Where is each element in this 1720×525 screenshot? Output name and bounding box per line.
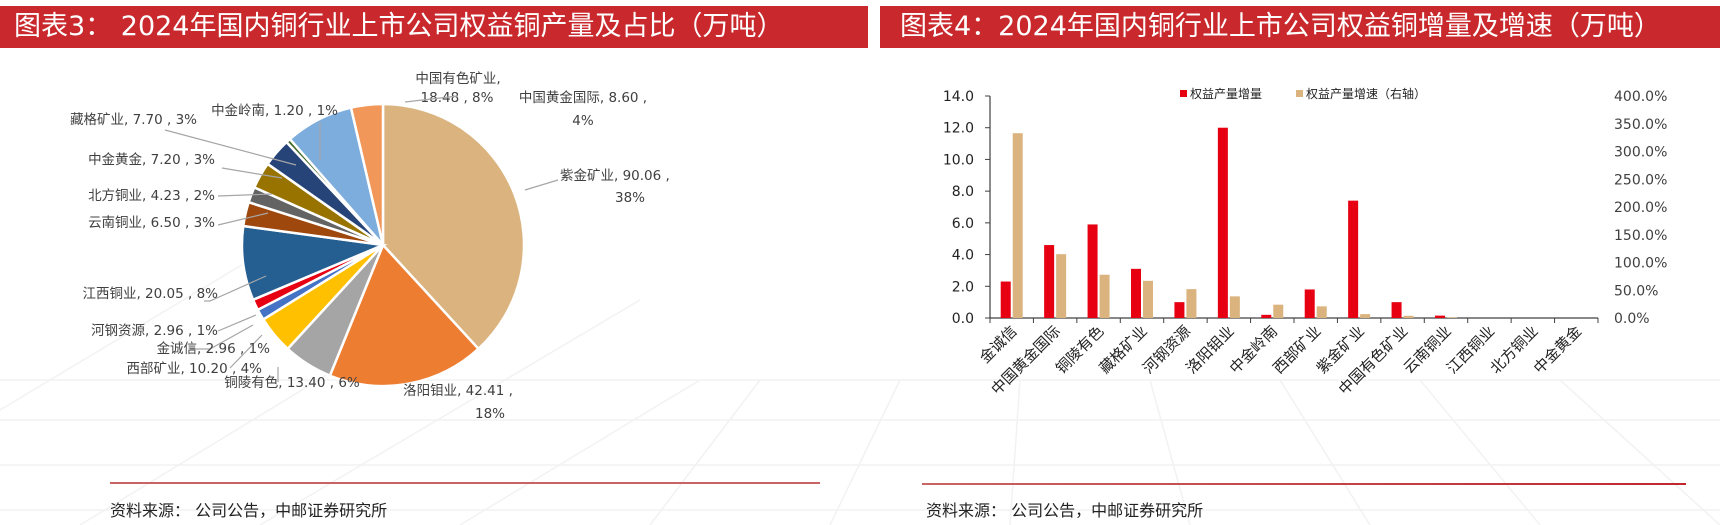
bar-increment [1304,289,1315,318]
leader-line [204,275,267,302]
y2-tick-label: 350.0% [1614,117,1667,133]
leader-line [229,334,263,369]
y-tick-label: 4.0 [952,248,974,264]
pie-data-label: 中金黄金, 7.20 , 3% [88,152,215,168]
leader-line [221,167,283,179]
background-grid [0,199,1720,525]
bar-increment [1174,302,1185,318]
source-note: 资料来源： 公司公告，中邮证券研究所 [110,501,388,520]
pie-data-label: 18.48 , 8% [421,90,494,106]
bar-increment [1087,224,1098,318]
bar-growth-rate [1012,133,1023,318]
bar-increment [1435,315,1445,318]
y-tick-label: 10.0 [943,152,974,168]
bar-increment [1217,127,1228,318]
y-tick-label: 12.0 [943,121,974,137]
pie-chart-title: 图表3： 2024年国内铜行业上市公司权益铜产量及占比（万吨） [0,6,868,48]
bar-growth-rate [1229,296,1240,318]
y-tick-label: 6.0 [952,216,974,232]
pie-chart: 紫金矿业, 90.06 , 38% 洛阳钼业, 42.41 , 18% 铜陵有色, 13… [70,70,670,422]
x-category-label: 中金黄金 [1530,322,1585,377]
bar-increment [1131,268,1141,318]
pie-data-label: 洛阳钼业, 42.41 , [403,383,513,399]
bar-chart: 0.0 2.0 4.0 6.0 8.0 10.0 12.0 14.0 0.0% 50.0% 100.… [943,86,1668,398]
pie-data-label: 金诚信, 2.96 , 1% [157,341,271,357]
pie-slice [328,242,481,388]
bar-growth-rate [1360,314,1371,318]
source-note: 资料来源： 公司公告，中邮证券研究所 [926,501,1204,520]
bar-chart-panel: 图表4：2024年国内铜行业上市公司权益铜增量及增速（万吨） 0.0 2.0 4.0… [878,0,1720,525]
bar-increment [1348,200,1359,318]
y-tick-label: 14.0 [943,89,974,105]
pie-data-label: 北方铜业, 4.23 , 2% [88,188,215,204]
y2-tick-label: 50.0% [1614,283,1658,299]
bar-growth-rate [1403,315,1414,318]
y2-tick-label: 0.0% [1614,311,1650,327]
y2-tick-label: 200.0% [1614,200,1667,216]
bar-growth-rate [1143,280,1153,318]
pie-data-label: 4% [572,113,594,129]
y2-tick-label: 100.0% [1614,256,1667,272]
leader-line [190,324,254,350]
legend-label: 权益产量增量 [1190,87,1262,101]
bar-growth-rate [1056,254,1067,318]
source-divider [110,482,820,484]
bar-increment [1391,302,1402,318]
bar-increment [1000,281,1011,318]
legend-label: 权益产量增速（右轴） [1306,86,1426,101]
bar-chart-title: 图表4：2024年国内铜行业上市公司权益铜增量及增速（万吨） [880,6,1720,48]
y-tick-label: 0.0 [952,311,974,327]
pie-slice [381,102,526,351]
y2-tick-label: 300.0% [1614,145,1667,161]
bar-growth-rate [1099,274,1110,318]
pie-data-label: 河钢资源, 2.96 , 1% [91,323,218,339]
bar-growth-rate [1316,306,1327,318]
leader-line [404,95,459,103]
leader-line [164,129,297,166]
y-tick-label: 2.0 [952,279,974,295]
leader-line [217,193,273,197]
bar-growth-rate [1186,289,1197,318]
y2-tick-label: 150.0% [1614,228,1667,244]
pie-data-label: 西部矿业, 10.20 , 4% [126,361,262,377]
leader-line [524,179,559,191]
y-tick-label: 8.0 [952,184,974,200]
bar-increment [1261,314,1272,318]
pie-data-label: 18% [475,406,505,422]
pie-data-label: 铜陵有色, 13.40 , 6% [224,374,360,391]
pie-slice [349,102,385,246]
y2-tick-label: 400.0% [1614,89,1667,105]
pie-data-label: 中金岭南, 1.20 , 1% [211,103,338,119]
pie-data-label: 江西铜业, 20.05 , 8% [82,286,218,302]
bar-growth-rate [1447,317,1457,318]
leader-line [217,212,269,226]
pie-data-label: 紫金矿业, 90.06 , [560,168,670,184]
pie-data-label: 中国有色矿业, [415,70,500,87]
legend-swatch [1180,90,1187,97]
pie-data-label: 云南铜业, 6.50 , 3% [88,215,215,231]
bar-increment [1044,245,1055,318]
leader-line [217,314,257,332]
legend-swatch [1296,90,1303,97]
y2-tick-label: 250.0% [1614,172,1667,188]
source-divider [922,483,1686,485]
bar-growth-rate [1273,304,1284,318]
pie-data-label: 中国黄金国际, 8.60 , [519,90,647,106]
pie-chart-panel: 图表3： 2024年国内铜行业上市公司权益铜产量及占比（万吨） 紫金矿业, 90… [0,6,868,520]
pie-data-label: 藏格矿业, 7.70 , 3% [70,112,197,128]
pie-data-label: 38% [615,190,645,206]
